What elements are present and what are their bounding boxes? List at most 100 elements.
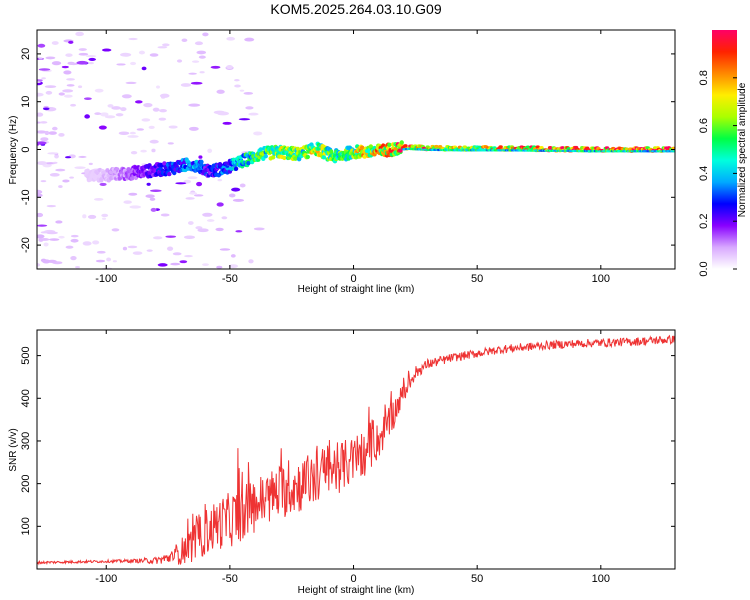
spectrogram-x-tick-label: -50 (222, 273, 238, 285)
spectrogram-noise-blob (68, 62, 79, 66)
spectrogram-noise-blob (216, 89, 225, 94)
spectrogram-noise-blob (51, 61, 62, 66)
spectrogram-noise-blob (152, 107, 160, 112)
spectrogram-noise-blob (167, 142, 174, 145)
spectrogram-noise-blob (65, 245, 74, 249)
spectrogram-noise-blob (37, 193, 43, 198)
spectrogram-noise-blob (159, 93, 170, 98)
spectrogram-noise-blob (66, 84, 75, 87)
spectrogram-noise-blob (75, 31, 84, 37)
spectrogram-noise-blob (58, 132, 65, 137)
spectrogram-noise-blob (78, 52, 89, 56)
spectrogram-ridge-cell (282, 155, 287, 161)
spectrogram-noise-blob (127, 245, 138, 249)
spectrogram-noise-blob (230, 254, 236, 258)
snr-series-line (37, 334, 675, 566)
snr-x-tick-label: 100 (592, 573, 610, 585)
spectrogram-noise-blob (245, 106, 254, 110)
spectrogram-x-tick-label: 100 (592, 273, 610, 285)
spectrogram-noise-blob (155, 85, 161, 89)
spectrogram-noise-blob (165, 235, 177, 238)
spectrogram-noise-blob (78, 48, 87, 51)
spectrogram-noise-blob (37, 234, 45, 239)
spectrogram-noise-blob (116, 63, 126, 66)
spectrogram-noise-blob (38, 68, 51, 71)
colorbar-tick-label: 0.6 (698, 118, 710, 133)
spectrogram-noise-blob (185, 197, 195, 200)
spectrogram-ridge-cell (246, 160, 251, 166)
spectrogram-noise-blob (202, 212, 213, 217)
spectrogram-noise-blob (49, 238, 60, 241)
spectrogram-ridge-cell (85, 168, 90, 173)
colorbar-ticks: 0.0 0.2 0.4 0.6 0.8 (698, 70, 737, 277)
spectrogram-noise-blob (226, 64, 233, 70)
spectrogram-noise-blob (198, 155, 203, 159)
spectrogram-noise-blob (207, 148, 213, 153)
spectrogram-ridge-edge (675, 150, 679, 152)
spectrogram-noise-blob (215, 227, 224, 232)
spectrogram-noise-blob (125, 81, 137, 85)
snr-x-tick-label: 0 (350, 573, 356, 585)
spectrogram-noise-blob (216, 265, 223, 269)
spectrogram-noise-blob (190, 81, 203, 85)
spectrogram-noise-blob (82, 241, 92, 246)
spectrogram-noise-blob (179, 260, 188, 264)
spectrogram-noise-blob (112, 260, 117, 263)
spectrogram-noise-blob (65, 53, 73, 57)
spectrogram-noise-blob (129, 131, 136, 135)
spectrogram-noise-blob (69, 176, 74, 179)
spectrogram-ridge-cell (162, 161, 167, 166)
spectrogram-noise-blob (46, 204, 57, 208)
spectrogram-x-tick-label: 50 (471, 273, 483, 285)
spectrogram-ridge-cell (675, 147, 679, 150)
spectrogram-noise-blob (197, 228, 209, 233)
spectrogram-ridge-cell (560, 146, 565, 150)
spectrogram-noise-blob (88, 57, 97, 61)
spectrogram-noise-blob (38, 238, 44, 242)
spectrogram-noise-blob (158, 117, 167, 121)
colorbar-tick-label: 0.0 (698, 261, 710, 276)
spectrogram-noise-blob (62, 179, 70, 183)
spectrogram-ridge-cell (217, 162, 223, 167)
spectrogram-noise-blob (170, 262, 181, 266)
spectrogram-x-ticks: -100 -50 0 50 100 (95, 30, 610, 285)
spectrogram-noise-blob (99, 182, 107, 187)
colorbar-tick-label: 0.8 (698, 70, 710, 85)
spectrogram-noise-blob (76, 60, 88, 65)
spectrogram-noise-blob (55, 168, 66, 172)
spectrogram-noise-blob (141, 66, 147, 71)
spectrogram-noise-blob (51, 41, 59, 45)
colorbar-gradient (712, 30, 737, 269)
spectrogram-noise-blob (85, 55, 97, 58)
spectrogram-noise-blob (161, 43, 170, 47)
spectrogram-noise-blob (54, 154, 59, 159)
spectrogram-noise-blob (37, 130, 47, 134)
spectrogram-noise-blob (68, 40, 74, 44)
spectrogram-noise-blob (58, 235, 65, 239)
spectrogram-noise-blob (93, 197, 104, 201)
spectrogram-noise-blob (135, 100, 143, 104)
spectrogram-noise-blob (157, 46, 168, 49)
spectrogram-noise-blob (96, 250, 106, 254)
spectrogram-noise-blob (202, 32, 209, 37)
spectrogram-noise-blob (45, 90, 53, 95)
spectrogram-ridge-cell (398, 148, 403, 153)
spectrogram-noise-blob (231, 187, 241, 192)
spectrogram-noise-blob (47, 152, 59, 155)
spectrogram-noise-blob (196, 181, 203, 187)
spectrogram-noise-blob (159, 109, 167, 113)
spectrogram-noise-blob (121, 94, 132, 99)
spectrogram-noise-blob (151, 148, 156, 153)
snr-y-tick-label: 400 (20, 389, 32, 407)
spectrogram-noise-blob (188, 72, 197, 75)
spectrogram-ridge-cell (228, 166, 234, 171)
spectrogram-y-tick-label: 10 (20, 96, 32, 108)
spectrogram-noise-blob (66, 78, 75, 81)
spectrogram-noise-blob (143, 103, 153, 108)
snr-y-tick-label: 100 (20, 517, 32, 535)
spectrogram-ridge-cell (172, 170, 177, 176)
spectrogram-noise-blob (188, 221, 194, 226)
spectrogram-noise-blob (152, 236, 163, 240)
spectrogram-ridge-cell (321, 155, 327, 160)
